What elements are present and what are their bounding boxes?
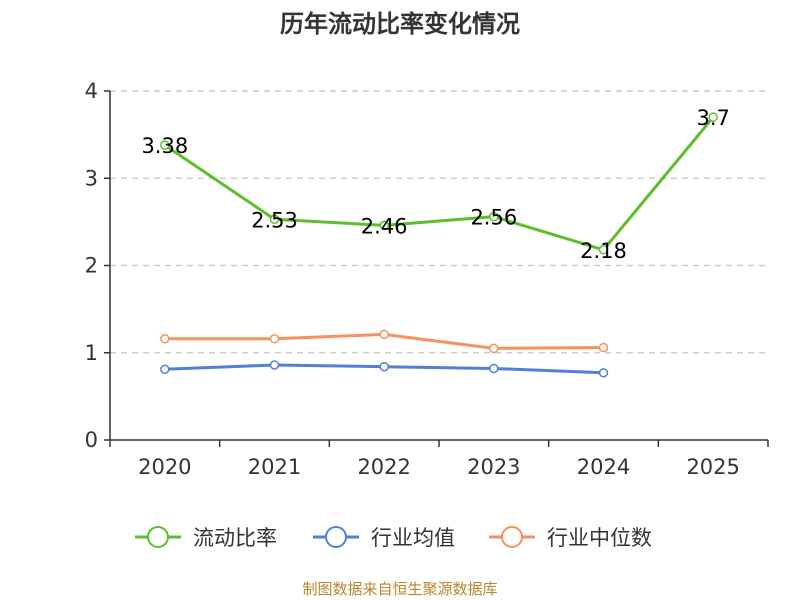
series-1-point	[269, 360, 280, 370]
series-2-point	[160, 334, 170, 344]
data-label: 2.18	[580, 239, 627, 263]
x-tick-labels: 2020 2021 2022 2023 2024 2025	[138, 455, 740, 479]
series-0-point	[269, 214, 280, 225]
legend-marker-0	[147, 526, 169, 548]
series-line-0	[163, 116, 715, 252]
y-tick-label: 3	[85, 166, 98, 190]
x-tick-label: 2025	[686, 455, 739, 479]
series-0-point	[489, 211, 499, 222]
series-2-point	[269, 334, 280, 344]
x-tick-label: 2024	[577, 455, 630, 479]
legend-marker-2	[501, 526, 523, 548]
y-tick-labels: 0 1 2 3 4	[85, 79, 98, 452]
series-2-point	[598, 342, 609, 353]
legend-label-2: 行业中位数	[547, 526, 652, 550]
data-label: 2.53	[251, 208, 298, 232]
x-tick-label: 2023	[467, 455, 520, 479]
x-tick-label: 2021	[248, 455, 301, 479]
series-1-point	[379, 361, 389, 372]
x-tick-label: 2020	[138, 455, 191, 479]
series-0-point	[379, 220, 389, 231]
series-0-point	[598, 245, 609, 255]
series-2-point	[489, 343, 499, 354]
y-tick-label: 4	[85, 79, 98, 103]
data-label: 2.46	[361, 214, 408, 238]
series-0-point	[160, 140, 170, 150]
series-2-point	[379, 329, 389, 340]
y-tick-label: 1	[85, 341, 98, 365]
data-labels: 3.38 2.53 2.46 2.56 2.18 3.7	[141, 106, 729, 263]
series-1-point	[160, 364, 170, 375]
legend[interactable]: 流动比率 行业均值 行业中位数	[135, 526, 652, 550]
series-1-point	[598, 368, 609, 378]
data-label: 3.7	[696, 106, 729, 130]
series-layer	[160, 112, 718, 378]
y-tick-label: 2	[85, 254, 98, 278]
data-label: 2.56	[470, 206, 517, 230]
series-0-point	[708, 112, 718, 122]
chart-title: 历年流动比率变化情况	[280, 10, 520, 38]
y-tick-label: 0	[85, 428, 98, 452]
x-tick-label: 2022	[357, 455, 410, 479]
data-label: 3.38	[141, 134, 188, 158]
axes	[104, 90, 769, 447]
legend-label-1: 行业均值	[371, 526, 455, 550]
legend-label-0: 流动比率	[193, 526, 277, 550]
source-note: 制图数据来自恒生聚源数据库	[302, 580, 497, 598]
legend-marker-1	[325, 526, 347, 548]
series-1-point	[489, 363, 499, 374]
